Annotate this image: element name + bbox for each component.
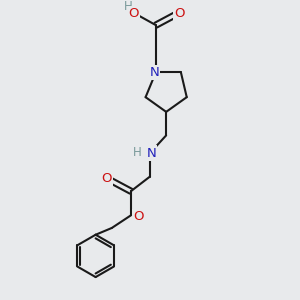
Text: O: O: [128, 7, 139, 20]
Text: N: N: [147, 146, 156, 160]
Text: H: H: [124, 0, 132, 13]
Text: O: O: [174, 7, 184, 20]
Text: O: O: [101, 172, 112, 184]
Text: H: H: [133, 146, 142, 159]
Text: O: O: [133, 210, 143, 223]
Text: N: N: [149, 66, 159, 79]
